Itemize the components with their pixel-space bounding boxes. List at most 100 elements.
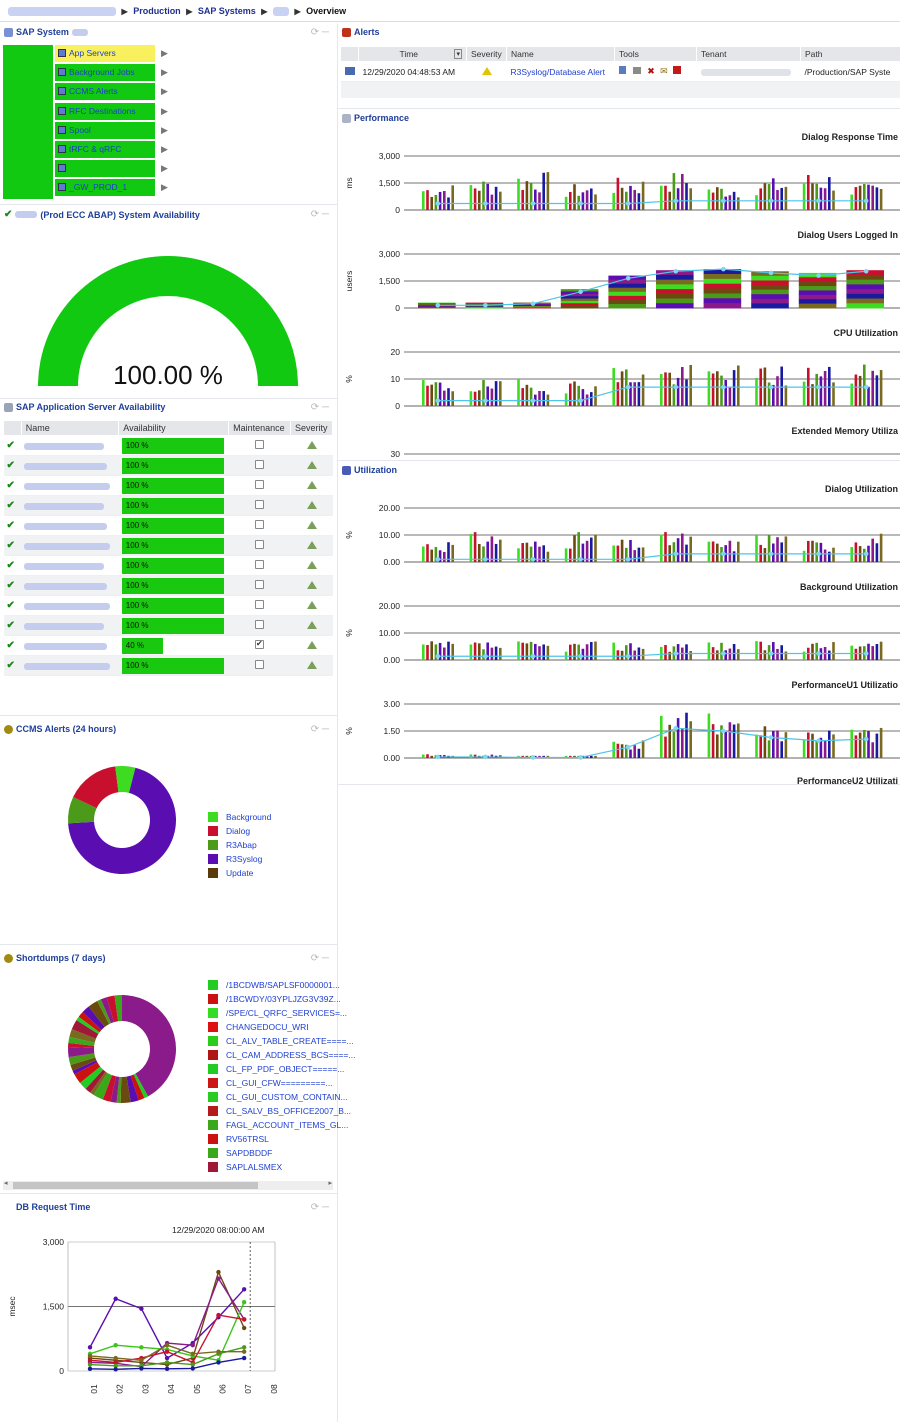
horizontal-scrollbar[interactable]: ◂ ▸ [3, 1180, 333, 1190]
legend-item[interactable]: R3Abap [208, 838, 271, 852]
col-maintenance[interactable]: Maintenance [228, 420, 291, 436]
server-name-redacted[interactable] [21, 435, 119, 456]
sap-system-item[interactable] [55, 160, 155, 178]
expand-arrow-icon[interactable]: ▶ [161, 67, 168, 78]
expand-arrow-icon[interactable]: ▶ [161, 182, 168, 193]
col-name[interactable]: Name [20, 420, 120, 436]
table-row[interactable]: ✔ 100 % [3, 455, 333, 476]
col-availability[interactable]: Availability [118, 420, 230, 436]
maintenance-checkbox[interactable] [228, 635, 291, 656]
maintenance-checkbox[interactable] [228, 455, 291, 476]
table-row[interactable]: ✔ 100 % [3, 535, 333, 556]
legend-item[interactable]: SAPLALSMEX [208, 1160, 355, 1174]
maintenance-checkbox[interactable] [228, 535, 291, 556]
server-name-redacted[interactable] [21, 575, 119, 596]
scroll-left-icon[interactable]: ◂ [4, 1180, 8, 1187]
refresh-icon[interactable]: ⟳ ─ [310, 27, 329, 38]
legend-item[interactable]: SAPDBDDF [208, 1146, 355, 1160]
table-row[interactable]: ✔ 100 % [3, 575, 333, 596]
col-path[interactable]: Path [800, 46, 900, 62]
alert-name-link[interactable]: R3Syslog/Database Alert [506, 61, 615, 82]
legend-item[interactable]: Update [208, 866, 271, 880]
maintenance-checkbox[interactable] [228, 595, 291, 616]
table-row[interactable]: ✔ 100 % [3, 515, 333, 536]
legend-item[interactable]: CL_CAM_ADDRESS_BCS====... [208, 1048, 355, 1062]
legend-item[interactable]: R3Syslog [208, 852, 271, 866]
filter-icon[interactable]: ▾ [454, 49, 462, 59]
maintenance-checkbox[interactable] [228, 475, 291, 496]
table-row[interactable]: ✔ 100 % [3, 495, 333, 516]
mail-icon[interactable]: ✉ [660, 66, 668, 76]
maintenance-checkbox[interactable] [228, 435, 291, 456]
server-name-redacted[interactable] [21, 655, 119, 676]
legend-item[interactable]: Dialog [208, 824, 271, 838]
expand-arrow-icon[interactable]: ▶ [161, 86, 168, 97]
legend-item[interactable]: CL_GUI_CFW=========... [208, 1076, 355, 1090]
table-row[interactable]: ✔ 40 % [3, 635, 333, 656]
legend-item[interactable]: CL_GUI_CUSTOM_CONTAIN... [208, 1090, 355, 1104]
refresh-icon[interactable]: ⟳ ─ [310, 724, 329, 735]
maintenance-checkbox[interactable] [228, 655, 291, 676]
sap-system-item[interactable]: RFC Destinations [55, 102, 155, 120]
expand-arrow-icon[interactable]: ▶ [161, 124, 168, 135]
maintenance-checkbox[interactable] [228, 575, 291, 596]
server-name-redacted[interactable] [21, 495, 119, 516]
server-name-redacted[interactable] [21, 615, 119, 636]
table-row[interactable]: ✔ 100 % [3, 615, 333, 636]
col-time[interactable]: Time ▾ [358, 46, 467, 62]
legend-item[interactable]: /1BCDWB/SAPLSF0000001... [208, 978, 355, 992]
refresh-icon[interactable]: ⟳ ─ [310, 953, 329, 964]
list-icon[interactable] [632, 67, 641, 74]
refresh-icon[interactable]: ⟳ ─ [310, 1202, 329, 1213]
table-row[interactable]: ✔ 100 % [3, 555, 333, 576]
sap-system-item[interactable]: Spool [55, 121, 155, 139]
legend-item[interactable]: CHANGEDOCU_WRI [208, 1020, 355, 1034]
maintenance-checkbox[interactable] [228, 615, 291, 636]
maintenance-checkbox[interactable] [228, 555, 291, 576]
table-row[interactable]: ✔ 100 % [3, 655, 333, 676]
col-name[interactable]: Name [506, 46, 615, 62]
refresh-icon[interactable]: ⟳ ─ [310, 209, 329, 220]
breadcrumb-system-redacted[interactable] [272, 7, 289, 17]
legend-item[interactable]: /1BCWDY/03YPLJZG3V39Z... [208, 992, 355, 1006]
stop-icon[interactable] [673, 66, 682, 74]
alert-row[interactable]: 12/29/2020 04:48:53 AM R3Syslog/Database… [340, 61, 900, 82]
expand-arrow-icon[interactable]: ▶ [161, 163, 168, 174]
refresh-icon[interactable]: ⟳ ─ [310, 402, 329, 413]
col-tools[interactable]: Tools [614, 46, 697, 62]
legend-item[interactable]: /SPE/CL_QRFC_SERVICES=... [208, 1006, 355, 1020]
legend-item[interactable]: CL_SALV_BS_OFFICE2007_B... [208, 1104, 355, 1118]
breadcrumb-root-redacted[interactable] [8, 7, 116, 17]
sap-system-tile[interactable] [3, 45, 53, 199]
legend-item[interactable]: CL_FP_PDF_OBJECT=====... [208, 1062, 355, 1076]
sap-system-item[interactable]: tRFC & qRFC [55, 141, 155, 158]
server-name-redacted[interactable] [21, 595, 119, 616]
server-name-redacted[interactable] [21, 515, 119, 536]
legend-item[interactable]: FAGL_ACCOUNT_ITEMS_GL... [208, 1118, 355, 1132]
sap-system-item[interactable]: _GW_PROD_1 [55, 179, 155, 197]
maintenance-checkbox[interactable] [228, 495, 291, 516]
server-name-redacted[interactable] [21, 555, 119, 576]
sap-system-item[interactable]: App Servers [55, 45, 155, 62]
close-icon[interactable]: ✖ [647, 66, 655, 76]
copy-icon[interactable] [618, 66, 626, 74]
sap-system-item[interactable]: Background Jobs [55, 64, 155, 82]
legend-item[interactable]: RV56TRSL [208, 1132, 355, 1146]
col-severity[interactable]: Severity [290, 420, 333, 436]
scrollbar-thumb[interactable] [13, 1182, 258, 1189]
table-row[interactable]: ✔ 100 % [3, 435, 333, 456]
breadcrumb-sap-systems[interactable]: SAP Systems [197, 6, 256, 16]
breadcrumb-production[interactable]: Production [133, 6, 181, 16]
server-name-redacted[interactable] [21, 455, 119, 476]
legend-item[interactable]: CL_ALV_TABLE_CREATE====... [208, 1034, 355, 1048]
table-row[interactable]: ✔ 100 % [3, 475, 333, 496]
col-severity[interactable]: Severity [466, 46, 507, 62]
expand-arrow-icon[interactable]: ▶ [161, 105, 168, 116]
expand-arrow-icon[interactable]: ▶ [161, 144, 168, 154]
table-row[interactable]: ✔ 100 % [3, 595, 333, 616]
server-name-redacted[interactable] [21, 635, 119, 656]
maintenance-checkbox[interactable] [228, 515, 291, 536]
col-tenant[interactable]: Tenant [696, 46, 801, 62]
expand-arrow-icon[interactable]: ▶ [161, 48, 168, 58]
scroll-right-icon[interactable]: ▸ [328, 1180, 332, 1187]
